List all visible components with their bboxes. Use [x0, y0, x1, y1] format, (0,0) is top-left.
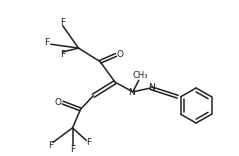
Text: F: F	[60, 18, 65, 27]
Text: F: F	[44, 38, 49, 47]
Text: F: F	[86, 138, 91, 147]
Text: CH₃: CH₃	[132, 71, 147, 80]
Text: F: F	[60, 50, 65, 59]
Text: N: N	[148, 83, 155, 92]
Text: O: O	[116, 50, 124, 59]
Text: F: F	[48, 141, 53, 150]
Text: F: F	[70, 145, 75, 154]
Text: N: N	[129, 88, 135, 97]
Text: O: O	[54, 98, 61, 107]
